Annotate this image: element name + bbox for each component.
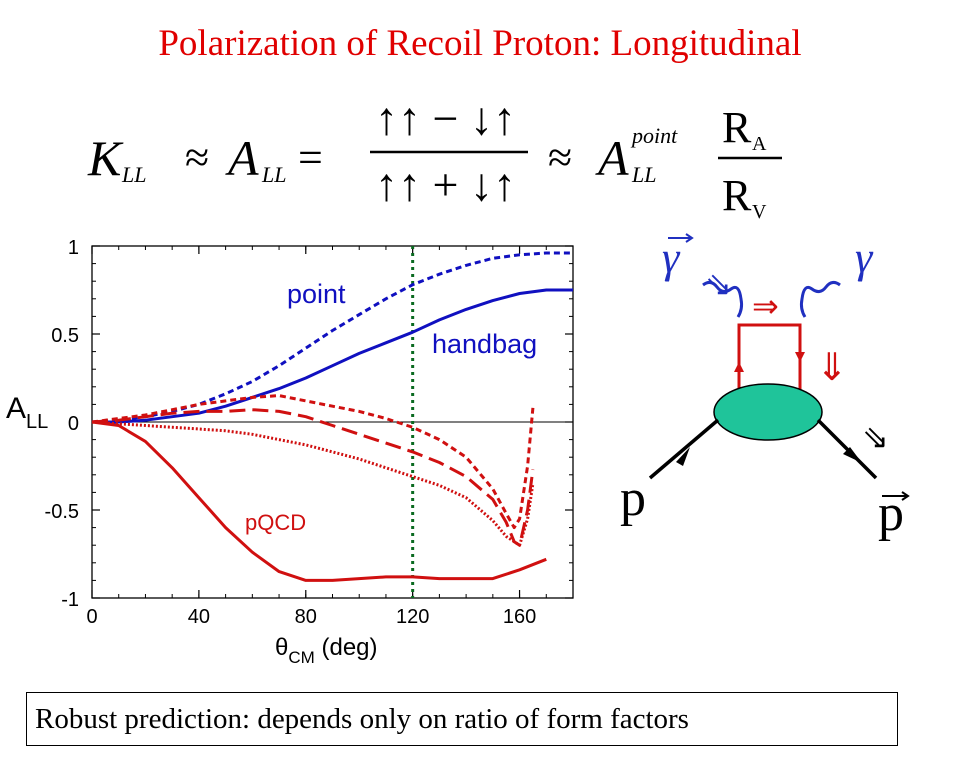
annotation-handbag: handbag bbox=[432, 329, 537, 359]
chart: 1 0.5 0 -0.5 -1 0 40 80 120 160 point handbag pQCD AL… bbox=[6, 237, 574, 667]
series-line-1 bbox=[91, 251, 573, 424]
footer-note: Robust prediction: depends only on ratio… bbox=[26, 692, 898, 746]
photon-in-helicity: ⇘ bbox=[705, 266, 732, 302]
series-line-2 bbox=[92, 288, 573, 424]
photon-out-line bbox=[799, 280, 841, 318]
eq-approx2: ≈ bbox=[548, 133, 572, 182]
annotation-pqcd: pQCD bbox=[245, 510, 306, 535]
eq-a-sub: LL bbox=[261, 162, 286, 187]
eq-denominator: ↑↑ + ↓↑ bbox=[375, 159, 516, 210]
series-line-3 bbox=[91, 394, 535, 530]
proton-blob bbox=[713, 383, 823, 441]
proton-in-line bbox=[648, 418, 720, 480]
equation: K LL ≈ A LL = ↑↑ − ↓↑ ↑↑ + ↓↑ ≈ A point … bbox=[87, 93, 782, 223]
eq-a-point-sup: point bbox=[630, 123, 678, 148]
x-axis-label: θCM (deg) bbox=[275, 634, 378, 667]
x-tick-label: 0 bbox=[86, 606, 97, 628]
y-tick-label: -0.5 bbox=[45, 501, 79, 523]
eq-approx1: ≈ bbox=[185, 133, 209, 182]
proton-out-helicity: ⇘ bbox=[862, 419, 889, 455]
scattering-diagram: γ γ ⇘ ⇒ ⇓ ⇘ p p bbox=[620, 233, 910, 542]
y-tick-label: 0.5 bbox=[51, 325, 79, 347]
photon-in-line bbox=[702, 280, 744, 318]
eq-a: A bbox=[225, 130, 259, 186]
series-line-5 bbox=[91, 420, 535, 547]
proton-in-label: p bbox=[620, 470, 646, 527]
y-axis-label: ALL bbox=[6, 392, 48, 433]
annotation-point: point bbox=[287, 279, 346, 309]
eq-a-point: A bbox=[595, 130, 629, 186]
gamma-out-label: γ bbox=[855, 233, 874, 282]
eq-k-sub: LL bbox=[121, 162, 146, 187]
proton-out-line bbox=[816, 418, 878, 480]
quark-top-helicity: ⇒ bbox=[752, 288, 779, 324]
quark-right-helicity: ⇓ bbox=[816, 347, 848, 389]
x-tick-label: 80 bbox=[295, 606, 317, 628]
quark-arrow-right bbox=[795, 352, 805, 362]
eq-numerator: ↑↑ − ↓↑ bbox=[375, 93, 516, 144]
quark-arrow-left bbox=[734, 362, 744, 372]
proton-in-arrow bbox=[676, 447, 690, 466]
eq-rv: R bbox=[722, 171, 752, 220]
series-line-4 bbox=[91, 408, 535, 547]
y-tick-label: -1 bbox=[61, 589, 79, 611]
page-title: Polarization of Recoil Proton: Longitudi… bbox=[158, 23, 802, 64]
eq-a-point-sub: LL bbox=[631, 162, 656, 187]
gamma-in-vector-head bbox=[685, 233, 694, 243]
proton-out-arrow bbox=[843, 447, 862, 463]
y-tick-label: 0 bbox=[68, 413, 79, 435]
quark-box bbox=[737, 323, 802, 392]
eq-rv-sub: V bbox=[752, 201, 767, 223]
proton-out-label: p bbox=[878, 485, 904, 542]
y-tick-label: 1 bbox=[68, 237, 79, 259]
x-tick-label: 120 bbox=[396, 606, 429, 628]
x-tick-label: 40 bbox=[188, 606, 210, 628]
eq-ra: R bbox=[722, 103, 752, 152]
series-line-6 bbox=[91, 420, 547, 582]
eq-k: K bbox=[87, 130, 124, 186]
proton-out-vector-head bbox=[901, 491, 910, 501]
eq-equals: = bbox=[298, 133, 323, 182]
eq-ra-sub: A bbox=[752, 133, 767, 155]
gamma-in-label: γ bbox=[662, 233, 681, 282]
x-tick-label: 160 bbox=[503, 606, 536, 628]
